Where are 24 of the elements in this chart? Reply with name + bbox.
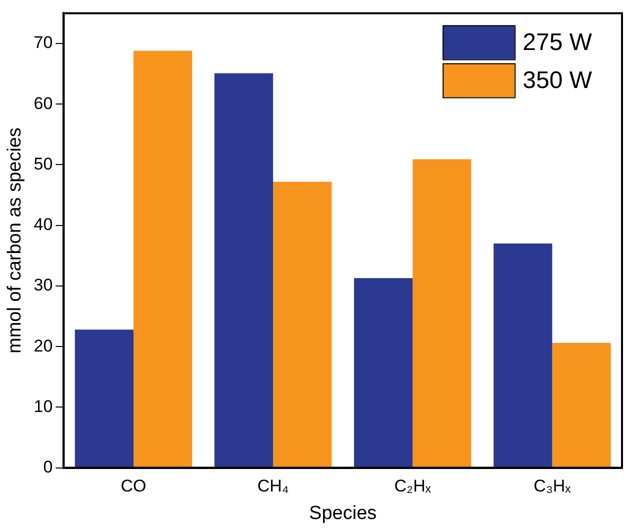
x-axis-title: Species: [309, 502, 377, 524]
y-tick-label: 50: [34, 154, 53, 174]
y-tick-label: 60: [34, 94, 53, 113]
legend-label: 350 W: [522, 66, 592, 94]
legend-label: 275 W: [522, 28, 592, 56]
bar: [354, 278, 413, 468]
y-tick-label: 20: [34, 336, 53, 356]
bar: [552, 342, 611, 468]
y-tick-label: 30: [34, 276, 53, 295]
y-tick-label: 40: [34, 215, 53, 234]
bar: [74, 330, 134, 468]
bar: [412, 159, 472, 468]
x-tick-label: C₂Hₓ: [394, 476, 432, 496]
x-tick-label: CH₄: [257, 476, 289, 496]
y-tick-label: 10: [34, 396, 53, 416]
y-tick-label: 70: [34, 33, 53, 52]
bar: [494, 244, 552, 468]
bar: [133, 50, 192, 468]
y-tick-label: 0: [43, 457, 53, 476]
x-tick-label: CO: [120, 476, 146, 496]
bar: [214, 73, 274, 468]
bar: [273, 182, 332, 468]
y-axis-title: mmol of carbon as species: [4, 128, 26, 354]
x-tick-label: C₃Hₓ: [534, 476, 572, 496]
